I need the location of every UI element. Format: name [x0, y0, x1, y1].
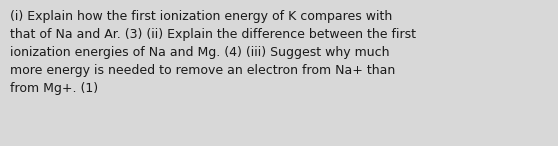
- Text: (i) Explain how the first ionization energy of K compares with
that of Na and Ar: (i) Explain how the first ionization ene…: [10, 10, 416, 95]
